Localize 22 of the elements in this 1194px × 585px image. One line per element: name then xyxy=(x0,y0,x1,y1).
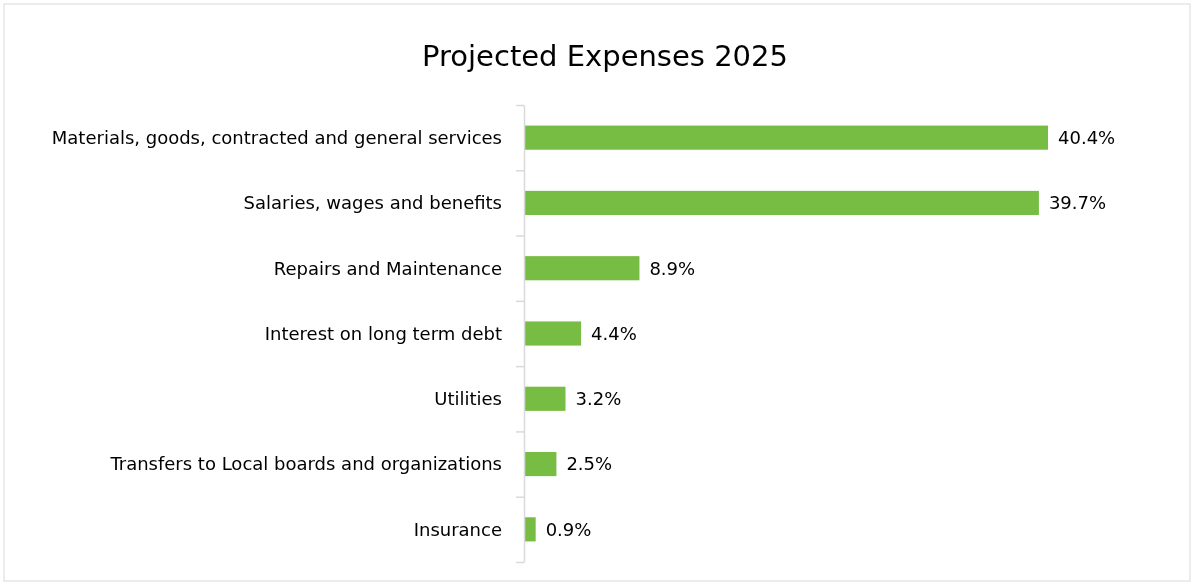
y-tick-label: Salaries, wages and benefits xyxy=(243,192,502,214)
y-tick-label: Repairs and Maintenance xyxy=(273,257,502,279)
bar xyxy=(524,321,582,346)
y-tick-label: Insurance xyxy=(413,518,502,540)
data-label: 0.9% xyxy=(545,518,592,540)
data-label: 4.4% xyxy=(591,322,637,344)
bar xyxy=(524,386,566,411)
y-tick-label: Interest on long term debt xyxy=(264,322,502,344)
y-tick-label: Utilities xyxy=(434,388,502,410)
data-label: 40.4% xyxy=(1058,126,1116,148)
data-label: 8.9% xyxy=(649,257,696,279)
data-label: 2.5% xyxy=(566,453,613,475)
bar xyxy=(524,517,536,542)
y-tick-label: Materials, goods, contracted and general services xyxy=(51,126,502,148)
bar xyxy=(524,190,1039,216)
data-label: 3.2% xyxy=(575,388,622,410)
bar xyxy=(524,125,1048,150)
y-tick-label: Transfers to Local boards and organizations xyxy=(109,453,502,475)
bar xyxy=(524,451,557,477)
chart-title: Projected Expenses 2025 xyxy=(422,39,788,73)
data-label: 39.7% xyxy=(1048,192,1107,214)
bar xyxy=(524,256,640,281)
